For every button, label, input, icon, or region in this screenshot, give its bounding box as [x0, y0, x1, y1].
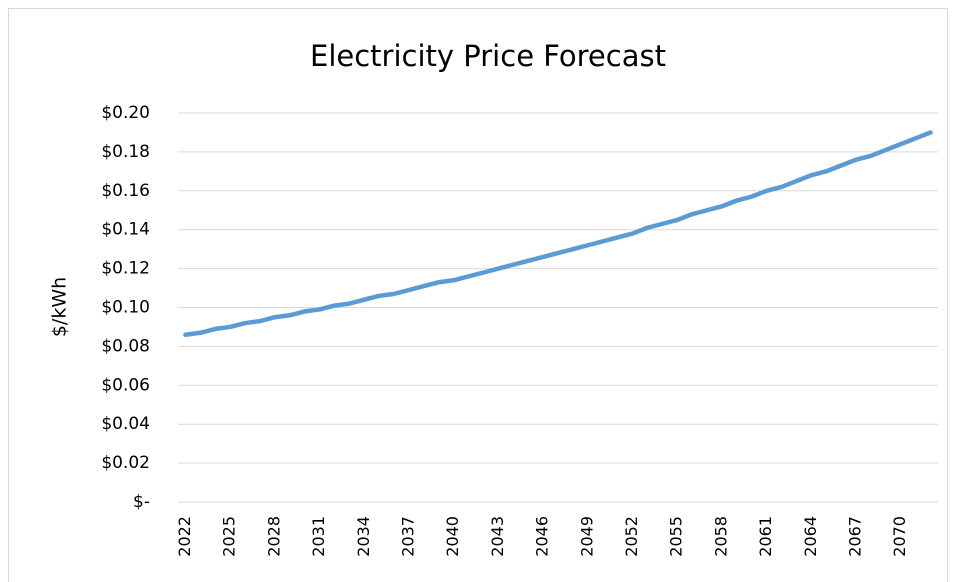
x-tick-label: 2055	[667, 516, 686, 557]
x-tick-label: 2037	[398, 516, 417, 557]
chart-title: Electricity Price Forecast	[310, 39, 666, 73]
x-tick-label: 2028	[264, 516, 283, 557]
x-tick-label: 2049	[577, 516, 596, 557]
x-tick-label: 2067	[846, 516, 865, 557]
y-axis-label: $/kWh	[49, 277, 71, 337]
y-tick-label: $-	[133, 492, 150, 512]
y-tick-label: $0.06	[101, 375, 150, 395]
x-tick-label: 2052	[622, 516, 641, 557]
x-tick-label: 2070	[890, 516, 909, 557]
y-tick-label: $0.02	[101, 453, 150, 473]
y-tick-label: $0.16	[101, 181, 150, 201]
x-tick-label: 2034	[354, 516, 373, 557]
y-tick-label: $0.14	[101, 220, 150, 240]
x-tick-label: 2046	[533, 516, 552, 557]
y-tick-label: $0.10	[101, 298, 150, 318]
chart-border	[8, 8, 948, 582]
x-tick-label: 2043	[488, 516, 507, 557]
x-tick-label: 2031	[309, 516, 328, 557]
y-tick-label: $0.08	[101, 336, 150, 356]
y-tick-label: $0.20	[101, 103, 150, 123]
y-tick-label: $0.04	[101, 414, 150, 434]
line	[183, 130, 933, 337]
x-tick-label: 2061	[756, 516, 775, 557]
x-tick-label: 2025	[220, 516, 239, 557]
x-tick-label: 2064	[801, 516, 820, 557]
x-tick-label: 2058	[711, 516, 730, 557]
x-tick-label: 2022	[175, 516, 194, 557]
y-tick-label: $0.18	[101, 142, 150, 162]
x-tick-label: 2040	[443, 516, 462, 557]
y-tick-label: $0.12	[101, 259, 150, 279]
